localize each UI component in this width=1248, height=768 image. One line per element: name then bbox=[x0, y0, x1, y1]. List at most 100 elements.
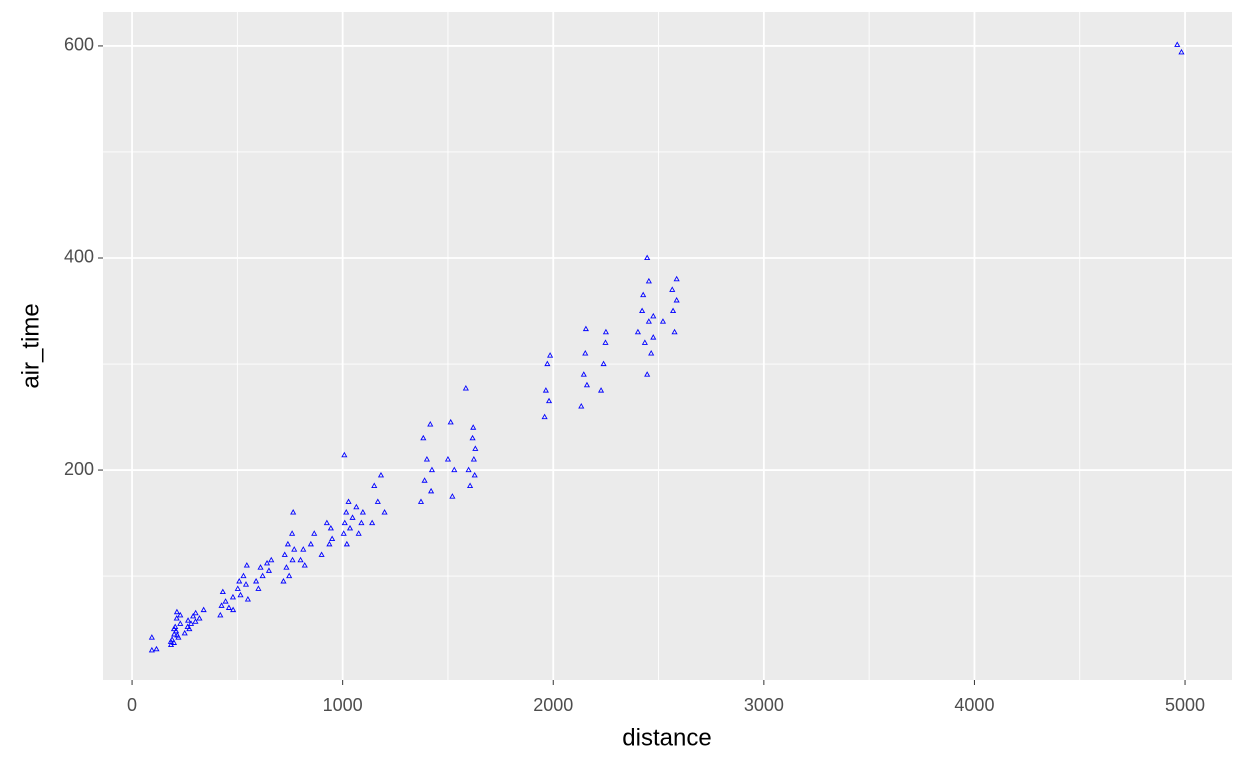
point bbox=[542, 387, 549, 393]
point bbox=[190, 612, 197, 619]
point bbox=[286, 572, 293, 579]
point bbox=[634, 328, 641, 335]
point bbox=[544, 360, 551, 367]
point bbox=[289, 530, 296, 536]
point bbox=[541, 413, 548, 420]
point bbox=[420, 434, 427, 441]
point bbox=[640, 291, 647, 298]
point bbox=[311, 530, 318, 536]
x-tick-label: 2000 bbox=[533, 695, 573, 715]
point bbox=[301, 562, 308, 568]
point bbox=[659, 318, 667, 324]
point bbox=[225, 604, 233, 610]
point bbox=[230, 606, 237, 613]
point bbox=[181, 629, 188, 636]
point bbox=[582, 325, 589, 332]
point bbox=[173, 615, 180, 621]
point bbox=[428, 487, 435, 494]
point bbox=[153, 645, 160, 652]
point bbox=[639, 307, 646, 314]
point bbox=[417, 498, 425, 504]
point bbox=[644, 371, 651, 377]
point bbox=[243, 562, 250, 568]
point bbox=[466, 482, 474, 489]
point bbox=[602, 328, 609, 335]
point bbox=[148, 634, 155, 640]
point bbox=[290, 509, 297, 515]
point bbox=[196, 615, 203, 621]
point bbox=[341, 519, 348, 526]
point bbox=[645, 318, 652, 324]
point bbox=[284, 540, 291, 547]
point bbox=[263, 559, 271, 566]
point bbox=[465, 466, 472, 473]
point bbox=[602, 339, 609, 345]
point bbox=[671, 328, 678, 335]
point bbox=[307, 540, 314, 547]
point bbox=[673, 296, 680, 303]
point bbox=[327, 524, 334, 531]
point bbox=[268, 556, 275, 563]
point bbox=[240, 572, 247, 579]
point bbox=[355, 530, 362, 536]
point bbox=[578, 403, 585, 409]
point bbox=[323, 519, 330, 526]
point bbox=[582, 350, 589, 356]
point bbox=[580, 371, 587, 377]
point bbox=[167, 638, 174, 644]
point bbox=[184, 623, 191, 630]
point bbox=[222, 598, 229, 604]
point bbox=[670, 307, 677, 314]
y-tick-label: 200 bbox=[64, 459, 94, 479]
point bbox=[229, 593, 237, 600]
point bbox=[673, 275, 680, 282]
point bbox=[218, 602, 225, 608]
point bbox=[421, 477, 428, 483]
x-axis-label: distance bbox=[622, 724, 711, 751]
point bbox=[265, 567, 273, 573]
point bbox=[177, 611, 184, 618]
y-tick-label: 400 bbox=[64, 247, 94, 267]
point bbox=[192, 618, 199, 624]
point bbox=[669, 286, 676, 292]
point bbox=[281, 551, 288, 557]
point bbox=[148, 646, 155, 653]
point bbox=[341, 451, 348, 458]
point bbox=[244, 595, 251, 602]
point bbox=[451, 466, 458, 473]
point bbox=[371, 482, 378, 489]
x-tick-label: 1000 bbox=[323, 695, 363, 715]
point bbox=[236, 577, 243, 584]
point bbox=[174, 632, 181, 638]
point bbox=[200, 606, 207, 613]
point bbox=[329, 535, 336, 542]
point bbox=[358, 519, 365, 526]
point bbox=[217, 611, 224, 618]
point bbox=[470, 456, 477, 462]
point bbox=[234, 585, 241, 591]
point bbox=[340, 530, 347, 536]
point bbox=[253, 577, 260, 584]
point bbox=[349, 514, 356, 520]
point bbox=[257, 564, 264, 570]
x-tick-label: 3000 bbox=[744, 695, 784, 715]
panel bbox=[103, 12, 1232, 680]
x-tick-label: 4000 bbox=[954, 695, 994, 715]
point bbox=[472, 445, 479, 451]
point bbox=[645, 277, 652, 284]
point bbox=[345, 498, 352, 504]
point bbox=[600, 360, 607, 367]
point bbox=[447, 418, 454, 425]
point bbox=[185, 617, 192, 623]
point bbox=[219, 588, 226, 595]
point bbox=[374, 498, 381, 504]
point bbox=[318, 551, 325, 557]
point bbox=[255, 585, 262, 591]
point bbox=[177, 620, 184, 626]
point bbox=[343, 540, 350, 547]
point bbox=[471, 471, 478, 478]
point bbox=[192, 609, 199, 616]
point bbox=[444, 456, 452, 462]
